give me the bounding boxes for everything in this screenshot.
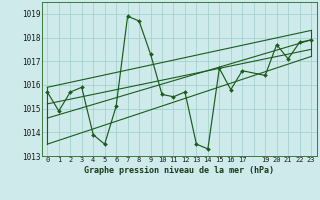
X-axis label: Graphe pression niveau de la mer (hPa): Graphe pression niveau de la mer (hPa) xyxy=(84,166,274,175)
